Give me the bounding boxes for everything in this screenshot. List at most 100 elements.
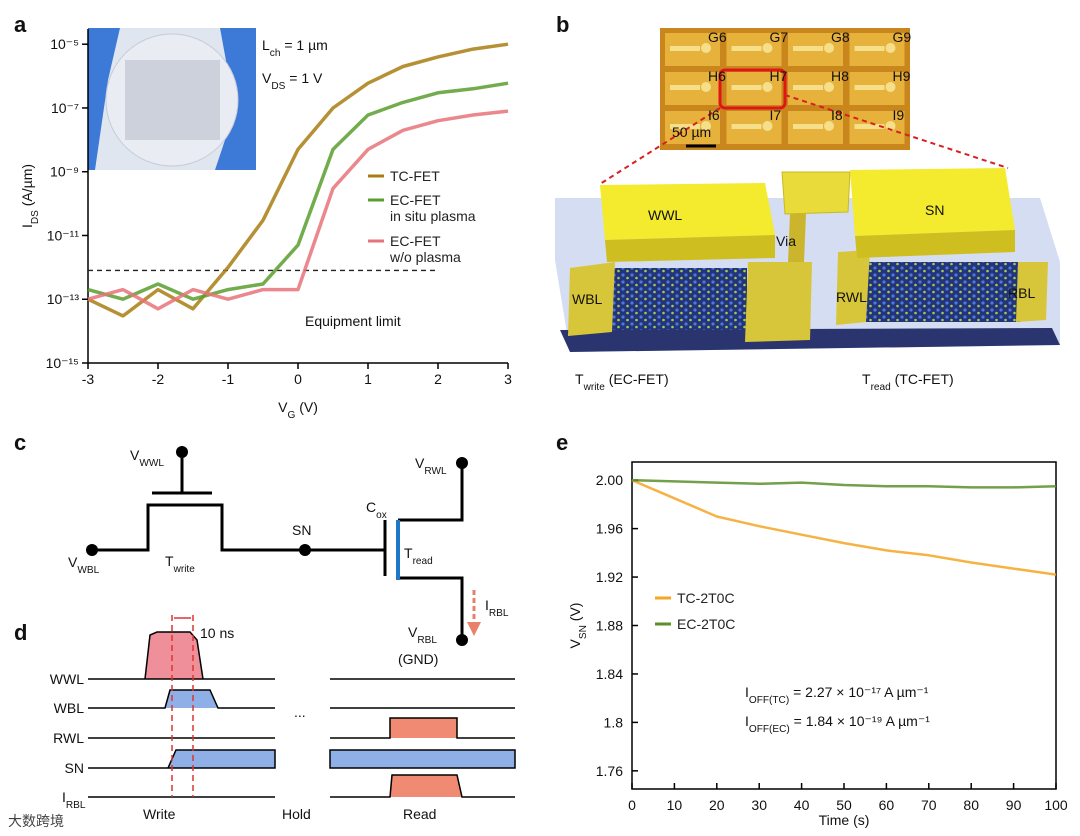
text-part: = 1 µm	[280, 37, 327, 53]
chip-label: H7	[770, 68, 788, 84]
x-tick-label: 1	[364, 371, 372, 387]
label-gnd: (GND)	[398, 651, 438, 667]
chip-label: I9	[893, 107, 905, 123]
y-tick-label: 1.96	[596, 521, 623, 537]
series-line	[87, 81, 509, 301]
text-part: RBL	[489, 608, 509, 619]
label-via: Via	[776, 233, 796, 249]
text-part: RWL	[424, 466, 447, 477]
phase-label: Write	[143, 806, 176, 822]
text-part: RBL	[66, 800, 86, 811]
text-part: L	[262, 37, 270, 53]
y-tick-label: 10⁻¹⁵	[46, 355, 79, 371]
watermark: 大数跨境	[8, 813, 64, 829]
label-v-wwl: VWWL	[130, 447, 164, 469]
label-rbl: RBL	[1008, 285, 1035, 301]
series-line	[87, 42, 509, 318]
signal-label: RWL	[53, 730, 84, 746]
x-tick-label: 30	[751, 797, 767, 813]
x-tick-label: 90	[1006, 797, 1022, 813]
text-part: T	[165, 553, 174, 569]
phase-label: Hold	[282, 806, 311, 822]
x-tick-label: 0	[628, 797, 636, 813]
x-tick-label: 2	[434, 371, 442, 387]
label-v-rbl: VRBL	[408, 624, 437, 646]
label-v-rwl: VRWL	[415, 455, 447, 477]
legend-label: EC-FET in situ plasma	[390, 192, 476, 224]
text-part: V	[408, 624, 418, 640]
scale-bar-label: 50 µm	[672, 124, 711, 140]
series-line	[631, 479, 1057, 576]
text-part: = 1 V	[285, 70, 323, 86]
x-tick-label: 20	[709, 797, 725, 813]
annotation: Lch = 1 µm	[262, 37, 328, 59]
y-tick-label: 2.00	[596, 472, 623, 488]
text-part: T	[404, 545, 413, 561]
x-tick-label: 10	[667, 797, 683, 813]
x-tick-label: 60	[879, 797, 895, 813]
text-part: write	[173, 564, 196, 575]
annotation: IOFF(TC) = 2.27 × 10⁻¹⁷ A µm⁻¹	[745, 684, 929, 706]
label-v-wbl: VWBL	[68, 554, 100, 576]
chip-label: I7	[770, 107, 782, 123]
label-rwl: RWL	[836, 289, 867, 305]
text-part: V	[262, 70, 272, 86]
chip-label: H9	[893, 68, 911, 84]
x-tick-label: 70	[921, 797, 937, 813]
circuit	[86, 446, 481, 646]
y-tick-label: 10⁻¹¹	[47, 227, 80, 243]
pulse-width-label: 10 ns	[200, 625, 234, 641]
device-3d	[555, 168, 1060, 352]
label-t-read: Tread (TC-FET)	[862, 371, 954, 393]
x-axis-label: VG (V)	[278, 399, 318, 421]
annotation: IOFF(EC) = 1.84 × 10⁻¹⁹ A µm⁻¹	[745, 713, 930, 735]
text-part: write	[583, 382, 606, 393]
x-tick-label: 0	[294, 371, 302, 387]
chip-image	[599, 28, 1009, 185]
text-part: SN	[578, 625, 589, 639]
text-part: = 2.27 × 10⁻¹⁷ A µm⁻¹	[789, 684, 929, 700]
text-part: V	[68, 554, 78, 570]
text-part: (V)	[295, 399, 318, 415]
x-tick-label: -3	[82, 371, 95, 387]
text-part: I	[485, 597, 489, 613]
legend-label: TC-FET	[390, 168, 440, 184]
x-tick-label: 3	[504, 371, 512, 387]
text-part: read	[871, 382, 891, 393]
text-part: I	[745, 684, 749, 700]
panel-label: a	[14, 12, 27, 37]
legend-label: TC-2T0C	[677, 590, 735, 606]
x-tick-label: 50	[836, 797, 852, 813]
text-part: I	[745, 713, 749, 729]
text-part: V	[278, 399, 288, 415]
x-tick-label: -1	[222, 371, 235, 387]
text-part: T	[575, 371, 584, 387]
annotation: VDS = 1 V	[262, 70, 323, 92]
label-t-write: Twrite	[165, 553, 195, 575]
text-part: ch	[270, 48, 281, 59]
timing-diagram	[88, 615, 516, 798]
label-sn: SN	[925, 202, 944, 218]
label-wwl: WWL	[648, 207, 682, 223]
y-tick-label: 10⁻⁵	[50, 36, 79, 52]
text-part: I	[19, 224, 35, 228]
y-tick-label: 1.76	[596, 763, 623, 779]
label-i-rbl: IRBL	[485, 597, 509, 619]
inset-photo	[88, 28, 256, 170]
series-line	[87, 109, 509, 311]
text-part: RBL	[417, 635, 437, 646]
chip-label: H6	[708, 68, 726, 84]
y-tick-label: 10⁻⁹	[50, 164, 79, 180]
ellipsis: ...	[294, 704, 306, 720]
text-part: G	[287, 410, 295, 421]
signal-label: SN	[65, 760, 84, 776]
text-part: (EC-FET)	[605, 371, 669, 387]
x-tick-label: 100	[1044, 797, 1068, 813]
phase-label: Read	[403, 806, 436, 822]
y-tick-label: 10⁻¹³	[47, 291, 80, 307]
y-axis-label: IDS (A/µm)	[19, 164, 41, 228]
signal-label: WBL	[54, 700, 85, 716]
legend-label: EC-FET w/o plasma	[390, 233, 461, 265]
